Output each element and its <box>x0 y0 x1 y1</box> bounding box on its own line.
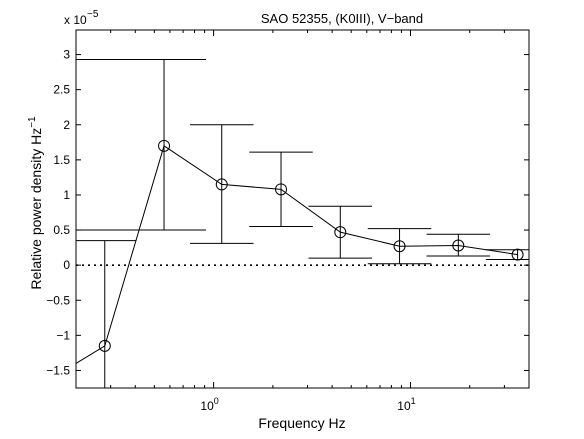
y-tick-label: 2 <box>63 118 70 132</box>
x-tick-label: 101 <box>397 396 415 413</box>
data-point <box>158 139 171 152</box>
data-point <box>275 183 288 196</box>
y-tick-label: 2.5 <box>53 83 70 97</box>
data-point <box>452 239 465 252</box>
y-tick-label: 3 <box>63 48 70 62</box>
data-point <box>393 240 406 253</box>
x-axis-label-text: Frequency Hz <box>258 415 345 431</box>
x-tick-label: 100 <box>200 396 218 413</box>
y-axis-label-main: Relative power density Hz <box>28 128 44 290</box>
plot-area <box>75 29 530 389</box>
y-axis-label: Relative power density Hz−1 <box>27 116 44 290</box>
data-point <box>334 226 347 239</box>
x-axis-label: Frequency Hz <box>258 415 345 431</box>
data-point <box>511 248 524 261</box>
y-tick-label: 0.5 <box>53 223 70 237</box>
data-point <box>215 178 228 191</box>
y-tick-label: 1 <box>63 188 70 202</box>
y-tick-label: −1 <box>56 328 70 342</box>
y-tick-label: 0 <box>63 258 70 272</box>
y-multiplier-base: x 10 <box>64 13 87 27</box>
y-multiplier-exponent: −5 <box>87 9 99 20</box>
y-tick-label: −1.5 <box>46 363 70 377</box>
y-multiplier: x 10 −5 <box>64 9 99 27</box>
y-tick-label: 1.5 <box>53 153 70 167</box>
y-axis-label-text: Relative power density Hz−1 <box>27 116 44 290</box>
y-axis-label-sup: −1 <box>27 116 38 128</box>
plot-layer: 3 2.5 2 1.5 1 0.5 0 −0.5 −1 −1.5 100 101 <box>46 30 530 413</box>
chart-title: SAO 52355, (K0III), V−band <box>261 11 423 26</box>
series-line <box>75 145 518 364</box>
data-point <box>98 339 111 352</box>
y-tick-label: −0.5 <box>46 293 70 307</box>
